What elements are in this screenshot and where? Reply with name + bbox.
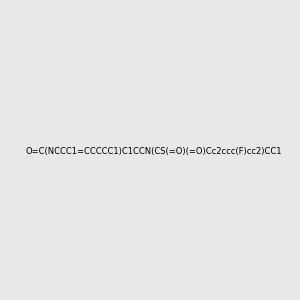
Text: O=C(NCCC1=CCCCC1)C1CCN(CS(=O)(=O)Cc2ccc(F)cc2)CC1: O=C(NCCC1=CCCCC1)C1CCN(CS(=O)(=O)Cc2ccc(… bbox=[26, 147, 282, 156]
